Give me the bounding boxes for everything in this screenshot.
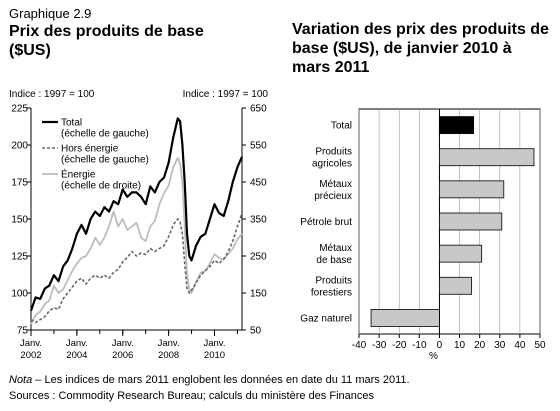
x-tick-label: 2002 [20,350,41,361]
category-label: Métaux [319,243,352,254]
left-y-tick-label: 125 [11,252,28,263]
x-tick-label: Janv. [112,338,134,349]
left-y-tick-label: 175 [11,178,28,189]
bar-5 [439,244,483,263]
x-tick-label: Janv. [66,338,88,349]
left-chart-title: Prix des produits de base ($US) [9,23,204,59]
bar-2 [439,148,535,167]
series-line-energie [30,157,243,325]
bar-chart: TotalProduitsagricolesMétauxprécieuxPétr… [300,108,546,362]
category-label: Métaux [319,179,352,190]
x-tick-label: Janv. [158,338,180,349]
right-y-tick-label: 450 [250,178,267,189]
chart-note: Nota – Les indices de mars 2011 engloben… [9,374,410,386]
x-tick-label: -20 [392,340,407,351]
x-tick-label: Janv. [20,338,42,349]
legend-label: (échelle de droite) [61,181,141,192]
category-label: Total [331,121,352,132]
right-y-tick-label: 350 [250,215,267,226]
left-axis-label: Indice : 1997 = 100 [9,89,95,100]
category-label: Produits [315,147,352,158]
x-tick-label: 2010 [204,350,225,361]
legend-label: Énergie [61,168,96,181]
right-axis-label: Indice : 1997 = 100 [183,89,269,100]
note-label: Nota [9,374,33,386]
bar-6 [439,276,473,295]
bar-3 [439,180,505,199]
left-y-tick-label: 225 [11,104,28,115]
figure-number: Graphique 2.9 [9,6,92,21]
bar-7 [370,309,440,327]
bar-4 [439,212,503,231]
x-tick-label: 10 [454,340,466,351]
category-label: de base [316,255,352,266]
right-chart-title: Variation des prix des produits de base … [292,21,549,76]
legend-label: (échelle de gauche) [61,155,149,166]
right-y-tick-label: 550 [250,141,267,152]
chart-sources: Sources : Commodity Research Bureau; cal… [9,390,374,402]
x-tick-label: 40 [514,340,526,351]
x-tick-label: 2004 [66,350,87,361]
right-y-tick-label: 250 [250,252,267,263]
left-y-tick-label: 100 [11,289,28,300]
x-tick-label: 0 [437,340,443,351]
line-chart: Indice : 1997 = 100 Indice : 1997 = 100 75… [9,89,269,361]
category-label: Gaz naturel [300,313,352,324]
legend-label: Hors énergie [61,144,119,155]
right-y-tick-label: 650 [250,104,267,115]
x-tick-label: 2008 [158,350,179,361]
x-tick-label: 50 [534,340,546,351]
left-y-tick-label: 75 [17,326,29,337]
series-line-total [29,117,244,312]
x-tick-label: 2006 [112,350,133,361]
right-y-tick-label: 50 [250,326,262,337]
x-axis-unit: % [429,351,438,362]
note-text: – Les indices de mars 2011 englobent les… [32,374,410,386]
category-label: Produits [315,275,352,286]
x-tick-label: 30 [494,340,506,351]
series-line-hors-energie [30,212,243,324]
category-label: précieux [314,191,352,202]
category-label: forestiers [311,287,352,298]
x-tick-label: -10 [412,340,427,351]
right-y-tick-label: 150 [250,289,267,300]
category-label: Pétrole brut [300,217,352,228]
bar-1 [439,116,475,134]
x-tick-label: -30 [372,340,387,351]
left-y-tick-label: 200 [11,141,28,152]
x-tick-label: -40 [352,340,367,351]
category-label: agricoles [312,159,352,170]
legend-label: (échelle de gauche) [61,129,149,140]
x-tick-label: 20 [474,340,486,351]
legend-label: Total [61,118,82,129]
x-tick-label: Janv. [203,338,225,349]
left-y-tick-label: 150 [11,215,28,226]
